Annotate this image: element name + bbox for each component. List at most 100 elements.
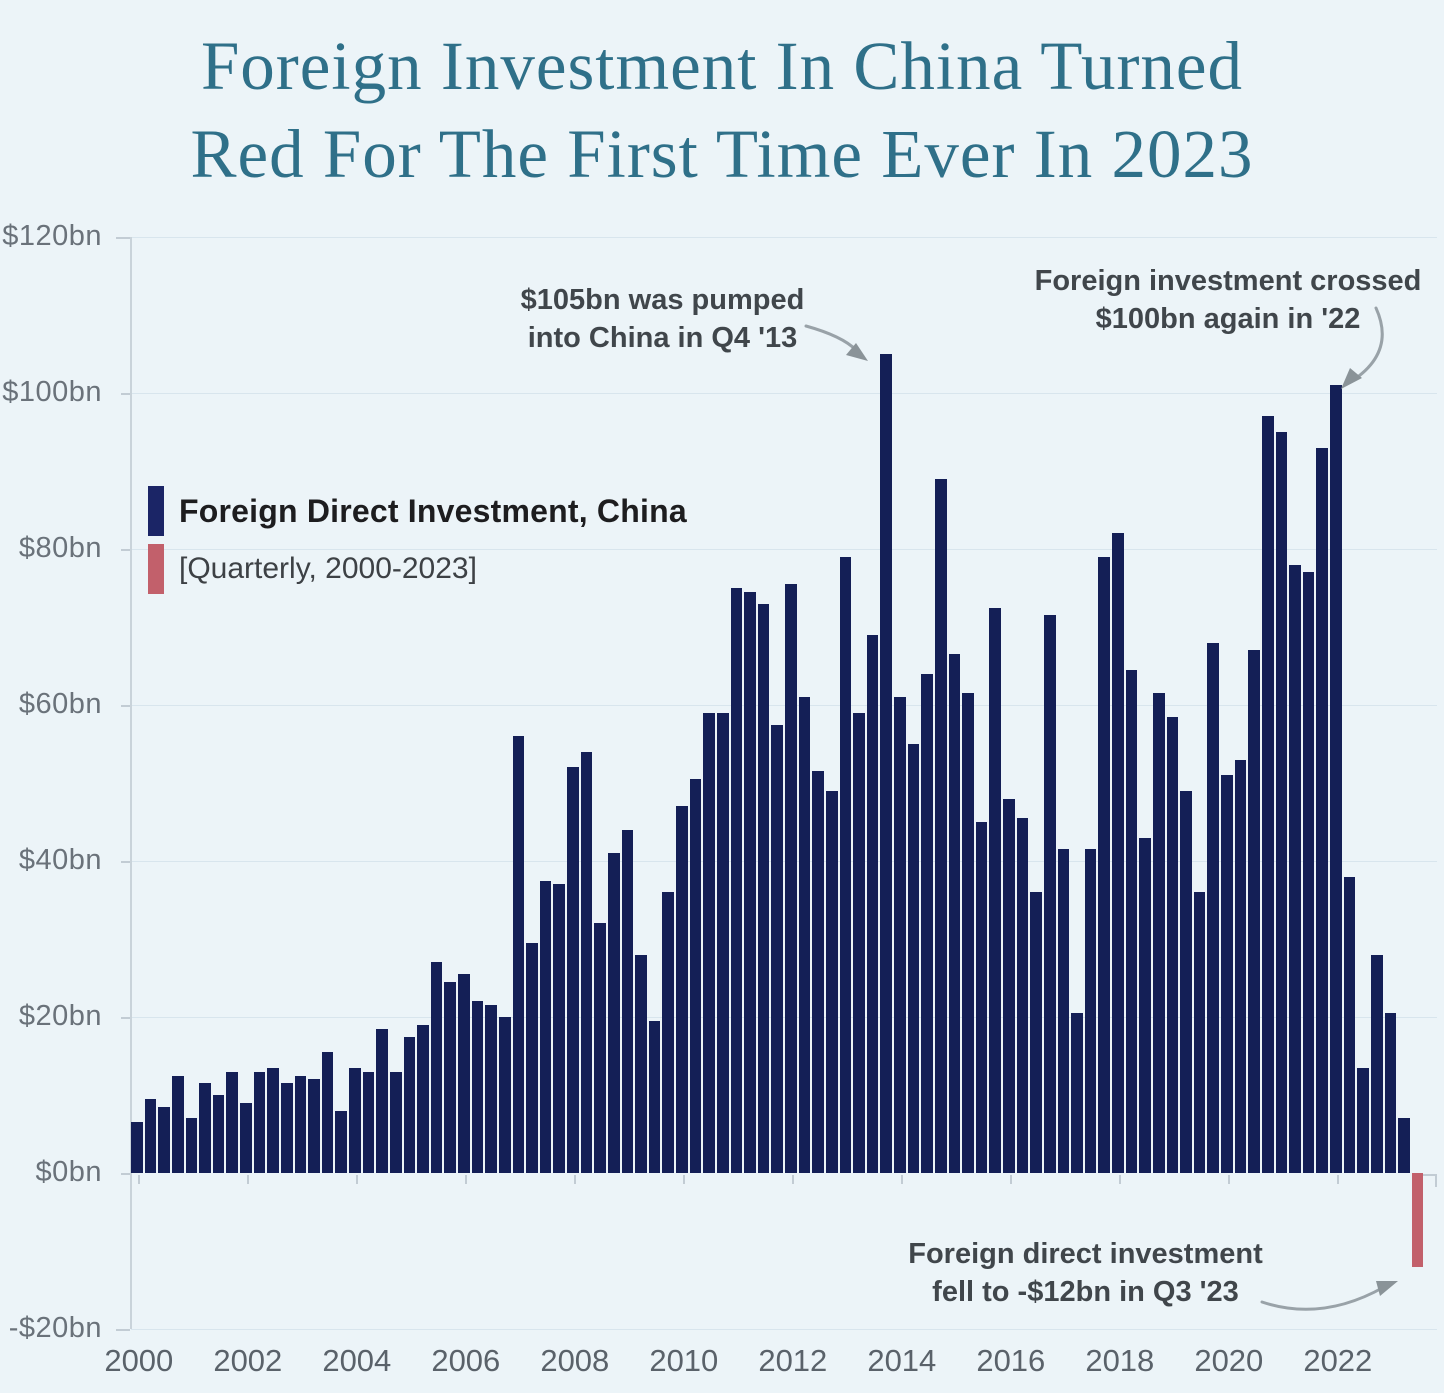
bar-2009Q2	[635, 954, 647, 1173]
bar-2012Q1	[785, 584, 797, 1173]
bar-2001Q1	[185, 1118, 198, 1173]
annotation-crossed-2022: Foreign investment crossed $100bn again …	[1018, 263, 1438, 338]
y-axis-tick	[121, 1173, 130, 1175]
bar-2009Q1	[621, 829, 634, 1173]
bar-2011Q2	[744, 591, 756, 1173]
bar-2018Q1	[1112, 533, 1124, 1173]
bar-2020Q3	[1248, 650, 1260, 1173]
x-axis-label: 2002	[213, 1343, 283, 1378]
bar-2019Q1	[1166, 716, 1179, 1173]
bar-2021Q4	[1316, 447, 1329, 1173]
y-axis-cap-top	[116, 237, 130, 239]
x-axis-tick	[1227, 1175, 1230, 1184]
bar-2011Q1	[730, 588, 743, 1173]
bar-2016Q3	[1030, 892, 1042, 1173]
bar-2021Q3	[1302, 572, 1315, 1173]
bar-2007Q2	[526, 942, 538, 1173]
x-axis-tick	[573, 1175, 576, 1184]
bar-2005Q3	[430, 962, 443, 1173]
x-axis-tick	[1336, 1175, 1339, 1184]
bar-2012Q2	[798, 697, 811, 1173]
x-axis-label: 2014	[867, 1343, 937, 1378]
bar-2015Q4	[989, 607, 1002, 1173]
bar-2015Q3	[975, 822, 988, 1173]
x-axis-label: 2020	[1194, 1343, 1264, 1378]
bar-2000Q1	[131, 1122, 143, 1173]
bar-2013Q1	[839, 556, 852, 1173]
bar-2013Q2	[853, 712, 865, 1173]
y-axis-label: $40bn	[18, 844, 102, 876]
x-axis-tick	[464, 1175, 467, 1184]
bar-2006Q4	[498, 1017, 511, 1173]
bar-2003Q4	[335, 1110, 348, 1173]
bar-2011Q3	[757, 603, 770, 1173]
bar-2004Q2	[362, 1071, 375, 1173]
bar-2015Q2	[962, 693, 974, 1173]
zero-line-right-bracket	[1422, 1174, 1437, 1176]
bar-2023Q1	[1384, 1013, 1397, 1173]
y-axis-tick	[121, 861, 130, 863]
page-title: Foreign Investment In China Turned Red F…	[0, 22, 1444, 199]
y-axis-label: $120bn	[2, 220, 102, 252]
bar-2013Q3	[866, 634, 879, 1173]
annotation-q4-2013-line2: into China in Q4 '13	[527, 321, 798, 354]
bar-2013Q4	[880, 354, 893, 1173]
bar-2022Q2	[1343, 876, 1356, 1173]
bar-2006Q3	[485, 1005, 497, 1173]
bar-2007Q4	[553, 884, 566, 1173]
bar-2010Q1	[676, 806, 688, 1173]
bar-2014Q2	[907, 744, 920, 1173]
annotation-crossed-2022-line1: Foreign investment crossed	[1034, 265, 1422, 297]
bar-2021Q1	[1275, 432, 1288, 1173]
bar-2000Q4	[171, 1075, 184, 1173]
bar-2002Q2	[253, 1071, 266, 1173]
y-axis-label: -$20bn	[8, 1312, 102, 1344]
gridline-100	[131, 393, 1437, 394]
y-axis-label: $20bn	[18, 1000, 102, 1032]
bar-2008Q2	[580, 751, 593, 1173]
x-axis-label: 2010	[649, 1343, 719, 1378]
x-axis-tick	[137, 1175, 140, 1184]
bar-2014Q1	[894, 697, 906, 1173]
legend-series-row: Foreign Direct Investment, China	[148, 486, 687, 536]
x-axis-label: 2004	[322, 1343, 392, 1378]
bar-2001Q4	[226, 1071, 239, 1173]
bar-2014Q4	[934, 478, 947, 1173]
x-axis-tick	[1009, 1175, 1012, 1184]
bar-2004Q4	[389, 1071, 402, 1173]
gridline--20	[131, 1329, 1437, 1330]
x-axis-tick	[900, 1175, 903, 1184]
x-axis-tick	[246, 1175, 249, 1184]
x-axis-label: 2008	[540, 1343, 610, 1378]
bar-2022Q1	[1330, 385, 1342, 1173]
x-axis-label: 2018	[1085, 1343, 1155, 1378]
bar-2006Q2	[471, 1001, 484, 1173]
bar-2022Q4	[1370, 954, 1383, 1173]
bar-2018Q2	[1125, 669, 1138, 1173]
legend-sub-row: [Quarterly, 2000-2023]	[148, 544, 687, 594]
y-axis-tick	[121, 393, 130, 395]
x-axis-tick	[791, 1175, 794, 1184]
bar-2017Q3	[1084, 849, 1097, 1173]
bar-2010Q4	[716, 712, 729, 1173]
bar-2019Q2	[1180, 790, 1192, 1173]
bar-2020Q2	[1234, 759, 1247, 1173]
x-axis-label: 2000	[104, 1343, 174, 1378]
bar-2002Q3	[267, 1067, 279, 1173]
bar-2001Q2	[199, 1083, 211, 1173]
y-axis-label: $60bn	[18, 688, 102, 720]
y-axis-line	[130, 237, 132, 1329]
annotation-q4-2013: $105bn was pumped into China in Q4 '13	[455, 282, 870, 357]
bar-2019Q4	[1207, 642, 1220, 1173]
y-axis-cap-bottom	[116, 1329, 130, 1331]
chart-legend: Foreign Direct Investment, China [Quarte…	[148, 486, 687, 602]
legend-sub-label: [Quarterly, 2000-2023]	[179, 552, 477, 585]
bar-2023Q3	[1411, 1173, 1424, 1267]
bar-2017Q1	[1057, 849, 1070, 1173]
bar-2021Q2	[1289, 564, 1301, 1173]
bar-2016Q2	[1016, 818, 1029, 1173]
annotation-q3-2023-line2: fell to -$12bn in Q3 '23	[932, 1275, 1239, 1308]
bar-2003Q1	[294, 1075, 307, 1173]
